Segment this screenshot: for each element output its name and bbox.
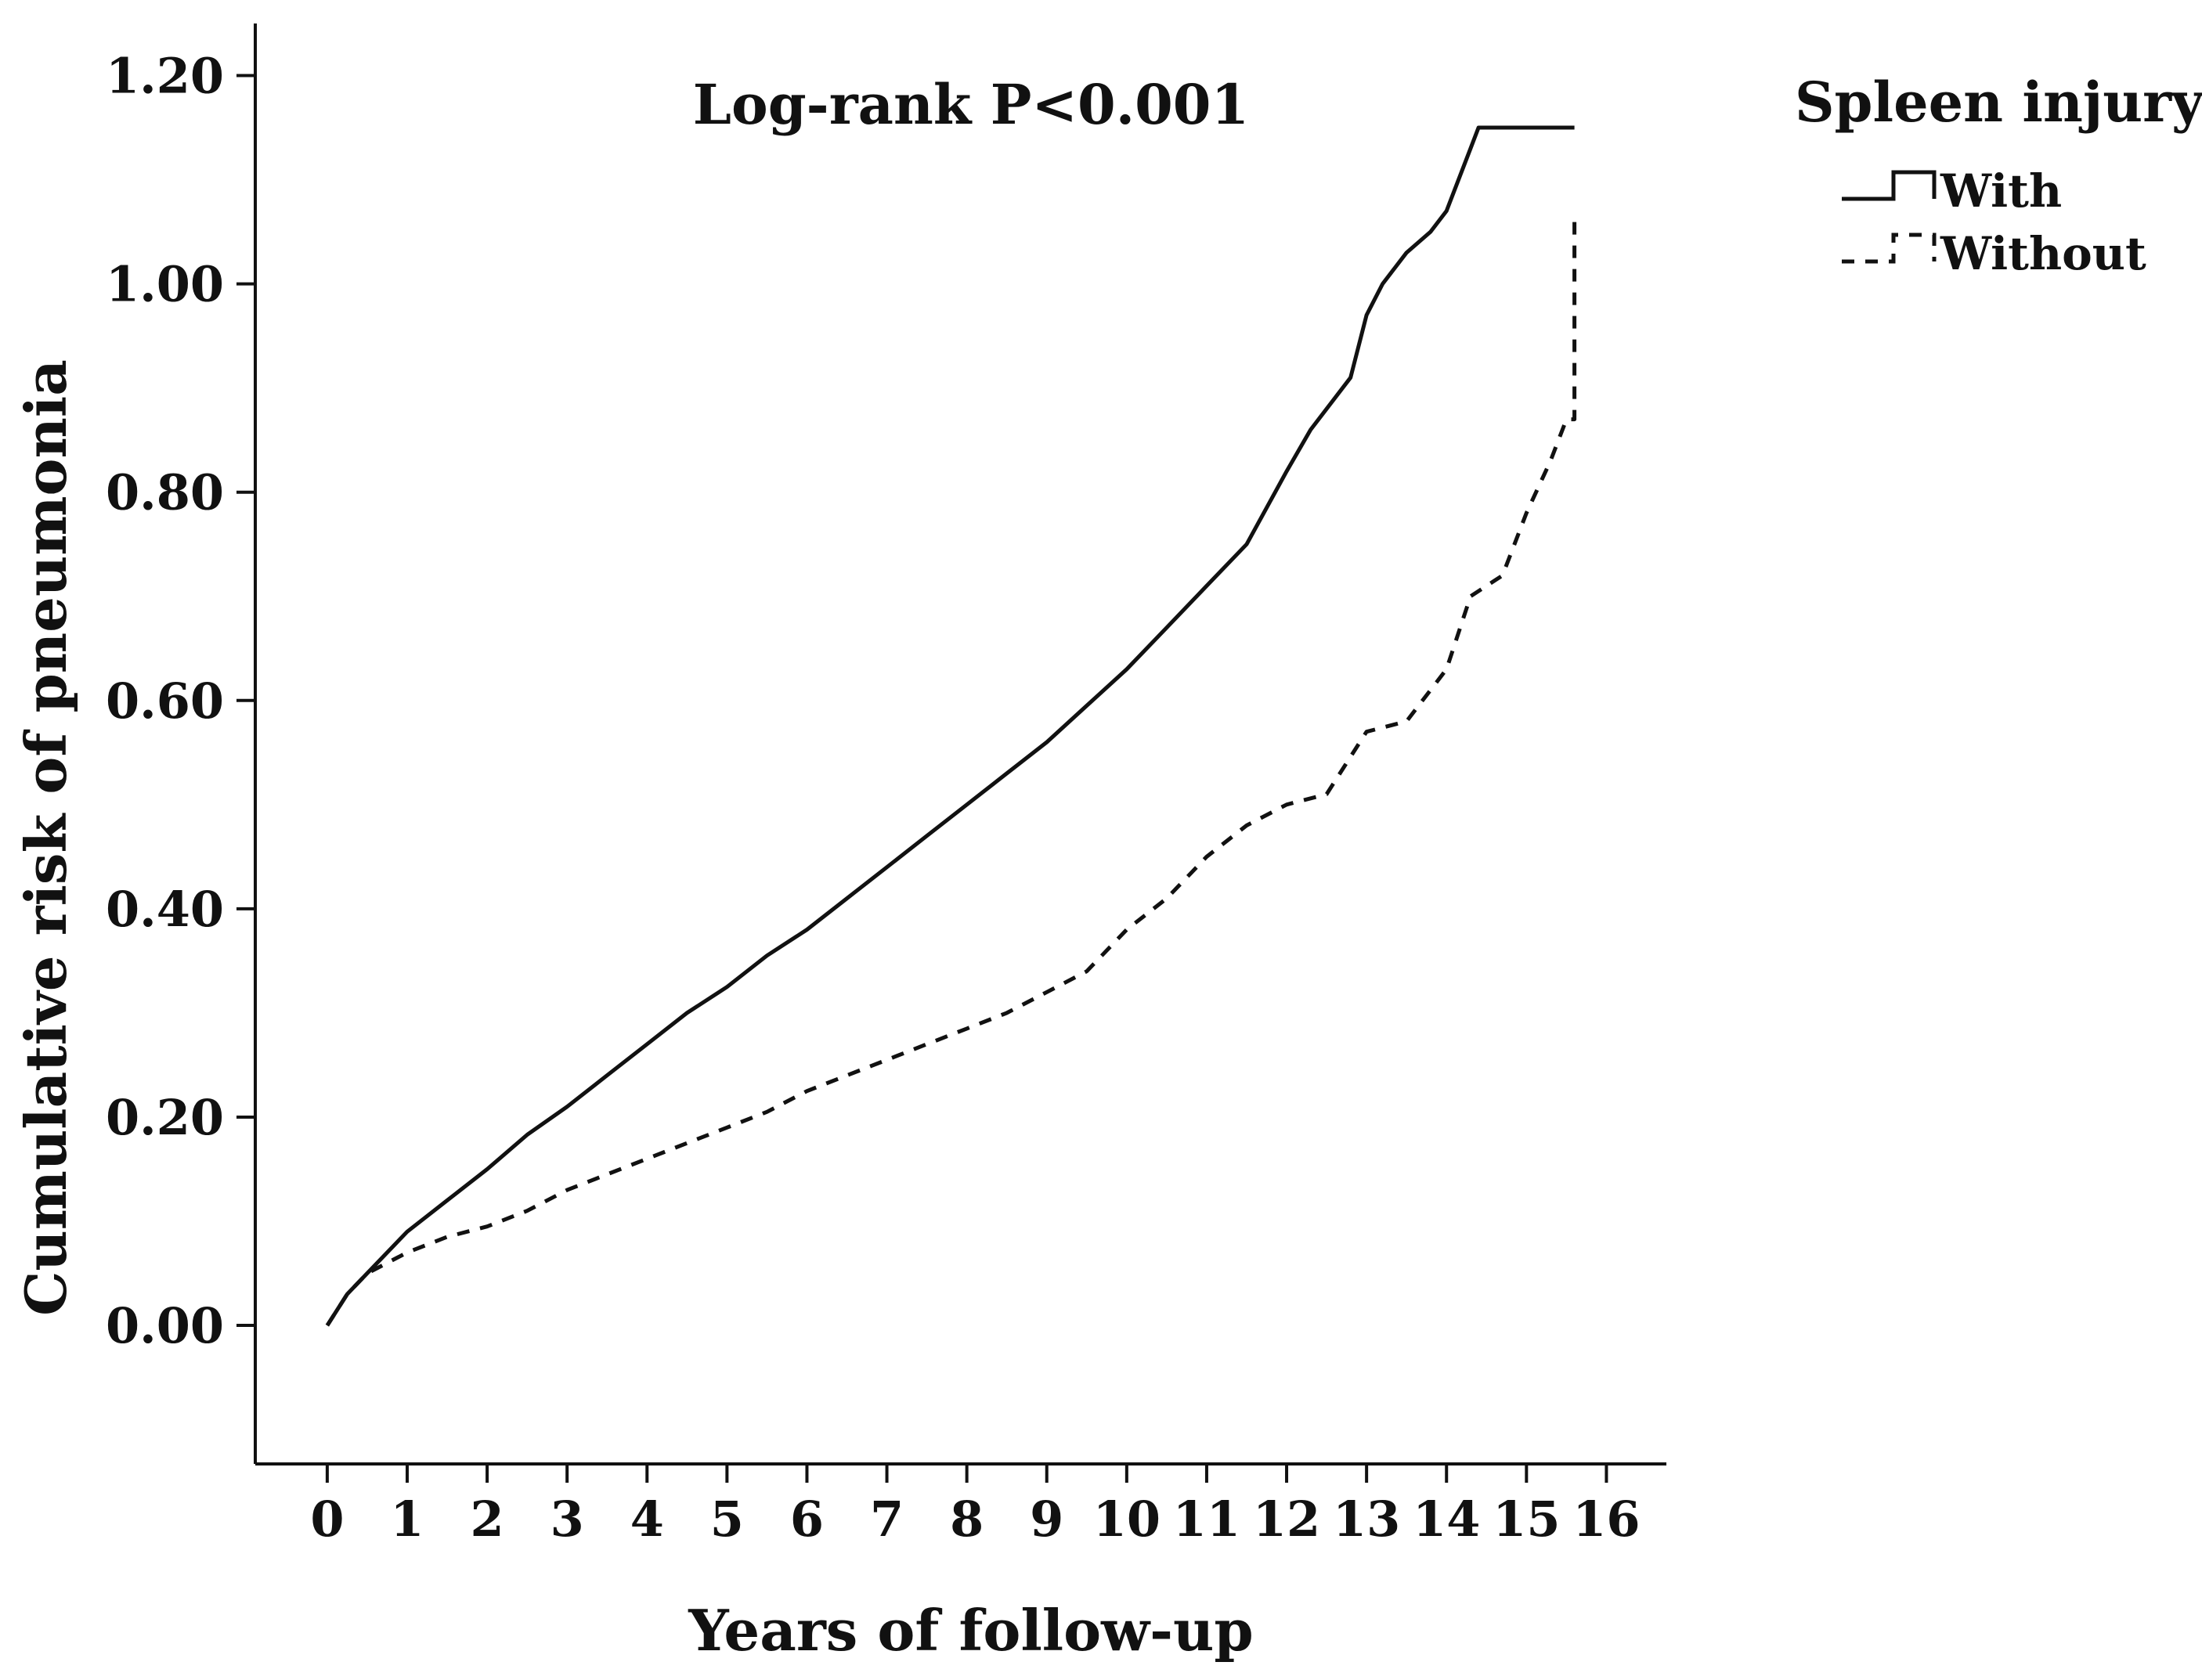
x-tick-label: 11 <box>1173 1491 1240 1548</box>
legend: Spleen injury With Without <box>1795 70 2202 280</box>
x-tick-label: 10 <box>1093 1491 1161 1548</box>
legend-item-without: Without <box>1842 227 2146 280</box>
series-line-without <box>325 221 1577 1327</box>
x-tick-label: 2 <box>471 1491 504 1548</box>
log-rank-annotation: Log-rank P<0.001 <box>693 72 1249 137</box>
x-tick-label: 15 <box>1493 1491 1560 1548</box>
legend-title: Spleen injury <box>1795 70 2202 135</box>
x-tick-label: 3 <box>550 1491 584 1548</box>
legend-swatch-with <box>1842 170 1937 201</box>
legend-swatch-without <box>1842 233 1937 264</box>
x-tick-label: 8 <box>950 1491 984 1548</box>
y-ticks: 0.00 0.20 0.40 0.60 0.80 1.00 1.20 <box>106 48 255 1354</box>
x-axis-title: Years of follow-up <box>688 1597 1253 1664</box>
x-tick-label: 14 <box>1413 1491 1480 1548</box>
axes <box>254 23 1666 1465</box>
legend-label-with: With <box>1940 164 2062 218</box>
x-tick-label: 7 <box>870 1491 904 1548</box>
legend-item-with: With <box>1842 164 2062 218</box>
x-tick-label: 13 <box>1333 1491 1400 1548</box>
x-tick-label: 4 <box>630 1491 664 1548</box>
x-tick-label: 16 <box>1572 1491 1640 1548</box>
x-ticks: 0 1 2 3 4 5 6 7 8 9 10 11 12 13 14 15 16 <box>310 1464 1641 1548</box>
y-tick-label: 0.80 <box>106 464 224 521</box>
x-tick-label: 6 <box>790 1491 824 1548</box>
y-tick-label: 1.00 <box>106 256 224 313</box>
series-line-with <box>325 125 1575 1327</box>
legend-label-without: Without <box>1940 227 2146 280</box>
y-tick-label: 0.20 <box>106 1089 224 1146</box>
y-tick-label: 0.40 <box>106 881 224 938</box>
y-axis-title: Cumulative risk of pneumonia <box>13 359 79 1316</box>
series-layer <box>325 125 1577 1327</box>
y-tick-label: 0.00 <box>106 1297 224 1354</box>
x-tick-label: 0 <box>310 1491 344 1548</box>
x-tick-label: 12 <box>1253 1491 1320 1548</box>
x-tick-label: 1 <box>390 1491 424 1548</box>
y-tick-label: 0.60 <box>106 672 224 730</box>
y-tick-label: 1.20 <box>106 48 224 105</box>
x-tick-label: 5 <box>710 1491 744 1548</box>
x-tick-label: 9 <box>1030 1491 1063 1548</box>
